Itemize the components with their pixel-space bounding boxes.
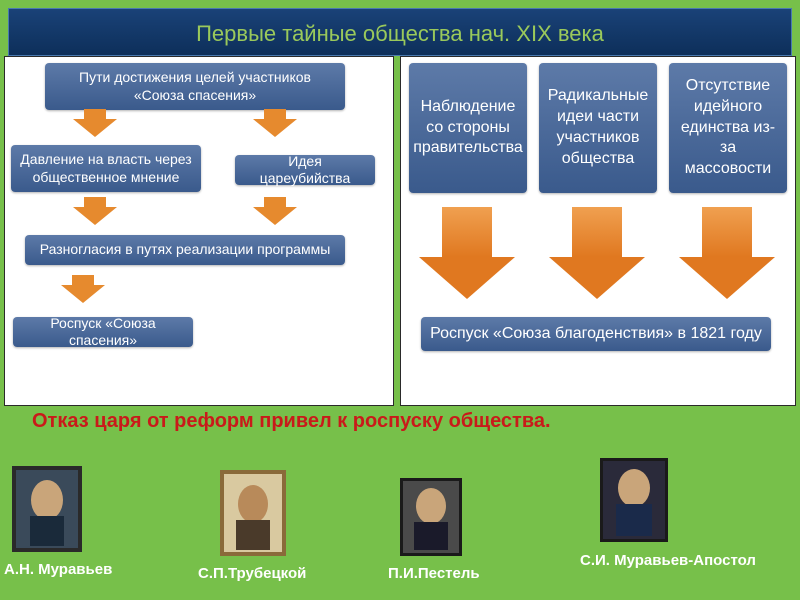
portrait-trubetskoy [220,470,286,556]
header-band: Первые тайные общества нач. XIX века [8,8,792,56]
left-node-top: Пути достижения целей участников «Союза … [45,63,345,110]
red-summary-text: Отказ царя от реформ привел к роспуску о… [32,410,551,433]
header-title: Первые тайные общества нач. XIX века [196,21,604,47]
right-node-col3: Отсутствие идейного единства из-за массо… [669,63,787,193]
portrait-placeholder-icon [400,478,462,556]
left-node-midleft: Давление на власть через общественное мн… [11,145,201,192]
portrait-pestel [400,478,462,556]
portrait-placeholder-icon [600,458,668,542]
portrait-label-4: С.И. Муравьев-Апостол [580,552,760,570]
right-node-col2: Радикальные идеи части участников общест… [539,63,657,193]
portrait-muraviev-an [12,466,82,552]
portrait-label-3: П.И.Пестель [388,565,480,582]
left-node-midright: Идея цареубийства [235,155,375,185]
portrait-label-2: С.П.Трубецкой [198,565,306,582]
portrait-placeholder-icon [220,470,286,556]
left-diagram: Пути достижения целей участников «Союза … [4,56,394,406]
portrait-placeholder-icon [12,466,82,552]
portrait-muraviev-apostol [600,458,668,542]
right-node-col1: Наблюдение со стороны правительства [409,63,527,193]
right-diagram: Наблюдение со стороны правительства Ради… [400,56,796,406]
right-node-bottom: Роспуск «Союза благоденствия» в 1821 год… [421,317,771,351]
portrait-label-1: А.Н. Муравьев [4,561,112,578]
left-node-bottom: Роспуск «Союза спасения» [13,317,193,347]
left-node-lower: Разногласия в путях реализации программы [25,235,345,265]
